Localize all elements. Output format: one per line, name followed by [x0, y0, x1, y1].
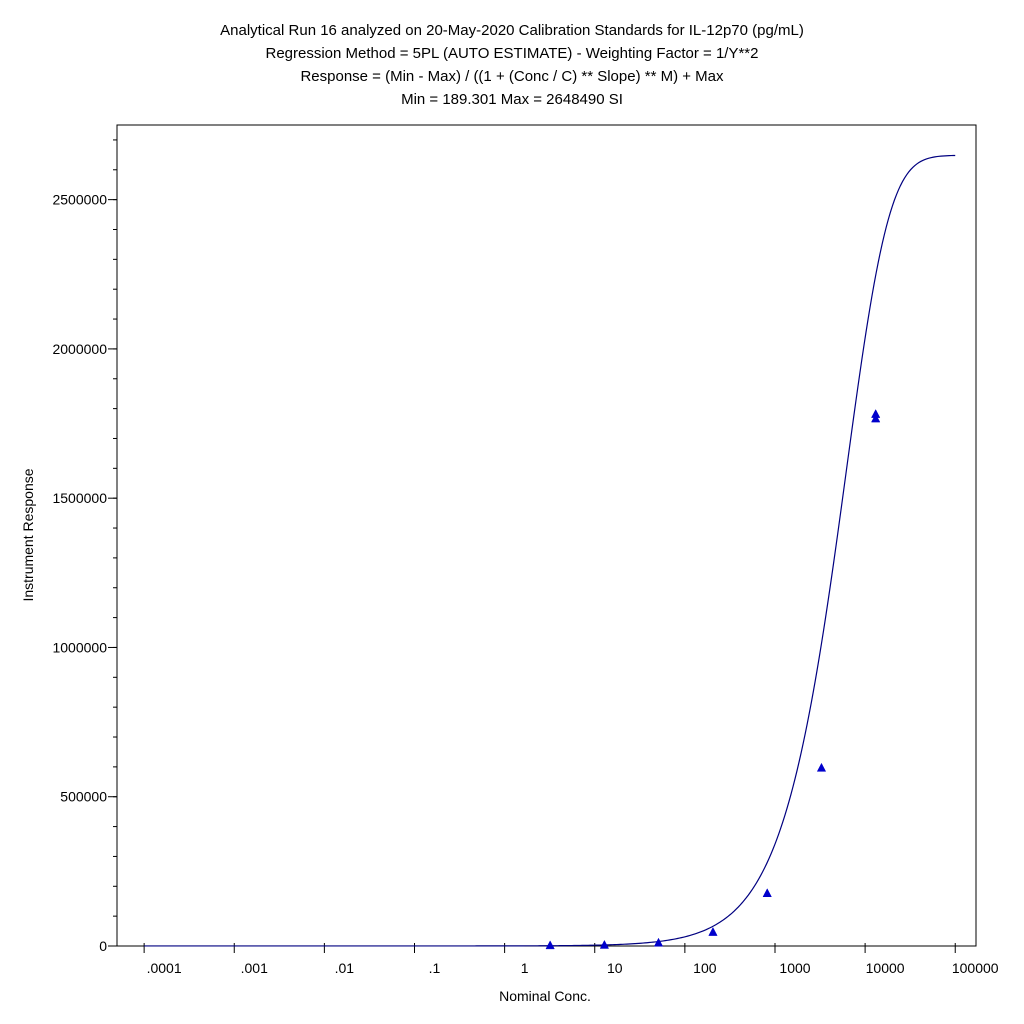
x-tick-label: .0001	[147, 960, 182, 976]
data-point	[708, 927, 718, 936]
chart-title-block: Analytical Run 16 analyzed on 20-May-202…	[0, 19, 1024, 111]
y-tick-label: 500000	[60, 789, 107, 805]
x-tick-label: .001	[241, 960, 268, 976]
data-point	[599, 939, 610, 949]
x-tick-label: 100000	[952, 960, 999, 976]
chart-title-line-4: Min = 189.301 Max = 2648490 SI	[401, 91, 623, 108]
plot-frame	[116, 124, 977, 947]
x-tick-label: 1	[521, 960, 529, 976]
y-tick-label: 2000000	[52, 341, 107, 357]
chart-title-line-3: Response = (Min - Max) / ((1 + (Conc / C…	[300, 68, 724, 85]
x-tick-label: 1000	[779, 960, 810, 976]
x-tick-label: .01	[335, 960, 355, 976]
y-tick-label: 0	[99, 938, 107, 954]
chart-title-line-1: Analytical Run 16 analyzed on 20-May-202…	[220, 22, 804, 39]
x-tick-label: 100	[693, 960, 717, 976]
y-tick-label: 2500000	[52, 192, 107, 208]
data-point	[816, 762, 827, 772]
fit-curve-line	[144, 154, 956, 947]
y-tick-label: 1500000	[52, 490, 107, 506]
data-point	[762, 888, 772, 897]
chart-title-line-2: Regression Method = 5PL (AUTO ESTIMATE) …	[265, 45, 759, 62]
data-point	[871, 413, 881, 423]
y-tick-label: 1000000	[52, 639, 107, 655]
x-tick-label: 10	[607, 960, 623, 976]
fit-curve-group	[144, 154, 956, 947]
data-point	[653, 937, 664, 947]
data-point	[545, 940, 555, 950]
axes-group: 0 500000 1000000 1500000 2000000 2500000 .0001…	[52, 124, 999, 976]
data-point	[871, 409, 881, 418]
x-axis-label: Nominal Conc.	[499, 988, 591, 1004]
x-tick-label: 10000	[866, 960, 905, 976]
data-points-group	[545, 409, 881, 950]
y-axis-label: Instrument Response	[20, 468, 36, 601]
x-tick-label: .1	[429, 960, 441, 976]
